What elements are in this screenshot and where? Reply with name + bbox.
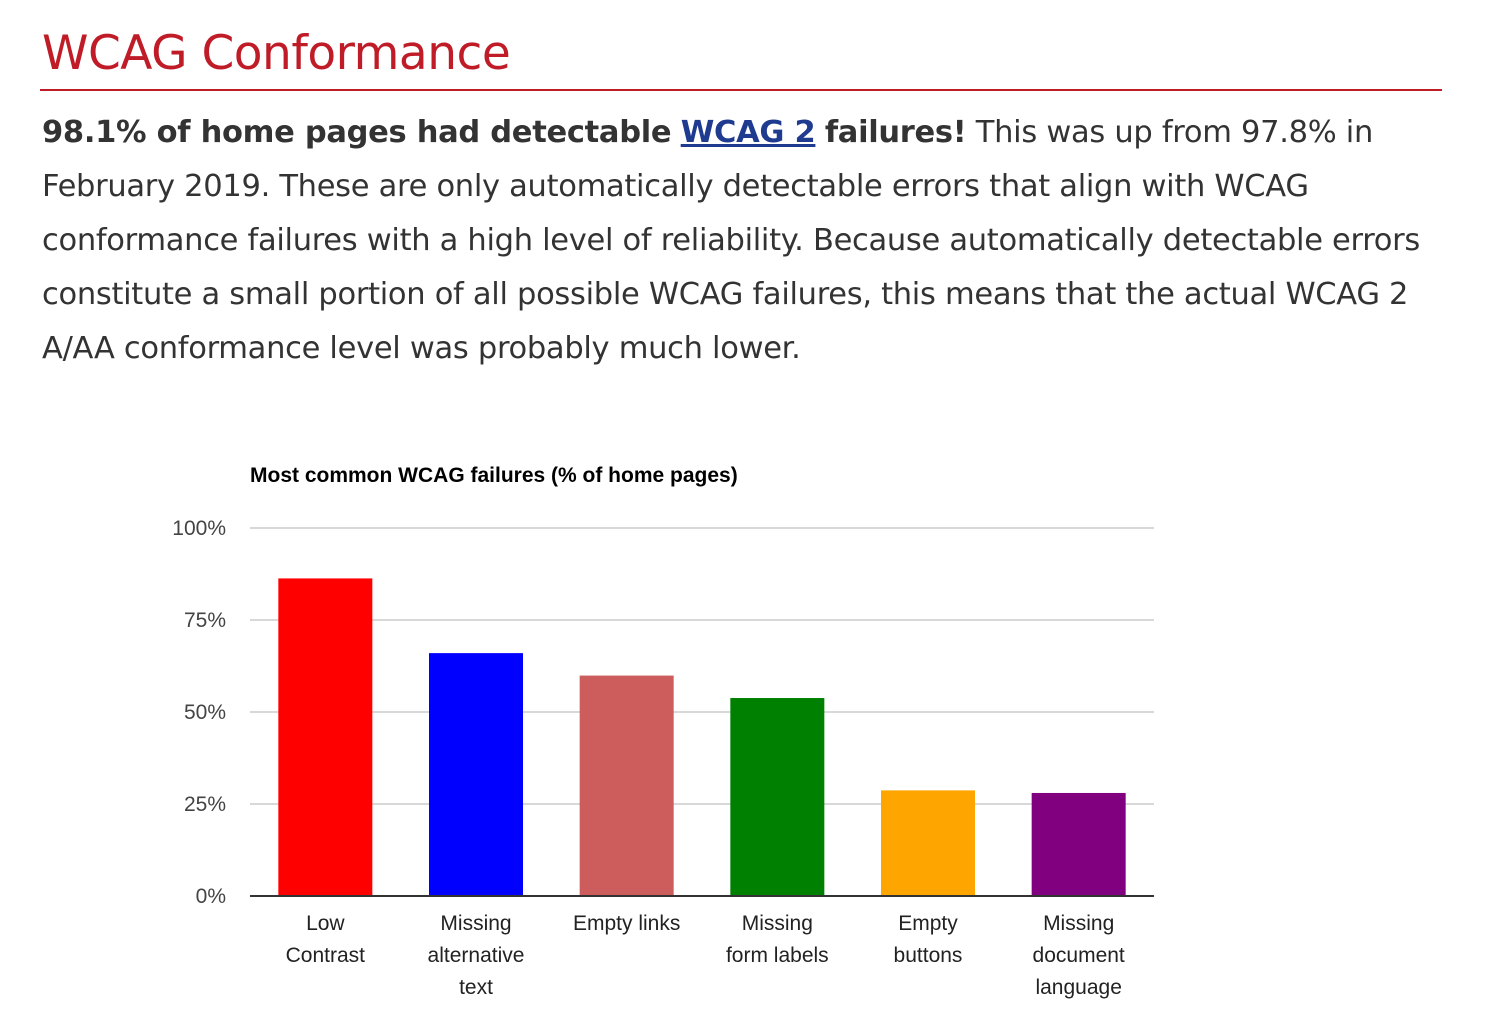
bar [1031,792,1126,896]
bar [278,578,373,896]
chart-plot: 0% 25% 50% 75% 100% Low Contrast Missing alterna… [172,517,1154,999]
heading-divider [40,89,1442,91]
x-category-label: Missing [440,912,511,935]
page-heading: WCAG Conformance [42,26,511,81]
x-category-label: Empty links [573,912,680,935]
x-category-label: language [1035,976,1121,999]
bar [730,698,825,896]
x-category-label: document [1033,944,1125,967]
intro-bold-lead: 98.1% of home pages had detectable [42,115,672,150]
bar [881,790,975,896]
x-category-label: text [459,976,493,999]
y-tick-label: 100% [172,517,226,540]
chart-title: Most common WCAG failures (% of home pag… [250,464,738,487]
intro-paragraph: 98.1% of home pages had detectable WCAG … [42,106,1452,376]
wcag-failures-chart: Most common WCAG failures (% of home pag… [150,450,1190,1010]
x-category-label: buttons [894,944,963,967]
y-tick-label: 0% [196,885,226,908]
x-category-label: alternative [428,944,525,967]
y-tick-label: 50% [184,701,226,724]
x-category-label: Missing [1043,912,1114,935]
intro-body-text: This was up from 97.8% in February 2019.… [42,115,1420,366]
y-tick-label: 75% [184,609,226,632]
intro-bold-tail: failures! [824,115,967,150]
x-category-label: Low [306,912,345,935]
y-tick-label: 25% [184,793,226,816]
wcag2-link[interactable]: WCAG 2 [680,115,816,150]
bar [429,653,523,896]
bar [579,675,674,896]
x-category-label: form labels [726,944,829,967]
x-category-label: Contrast [286,944,366,967]
x-category-label: Empty [898,912,958,935]
x-category-label: Missing [742,912,813,935]
